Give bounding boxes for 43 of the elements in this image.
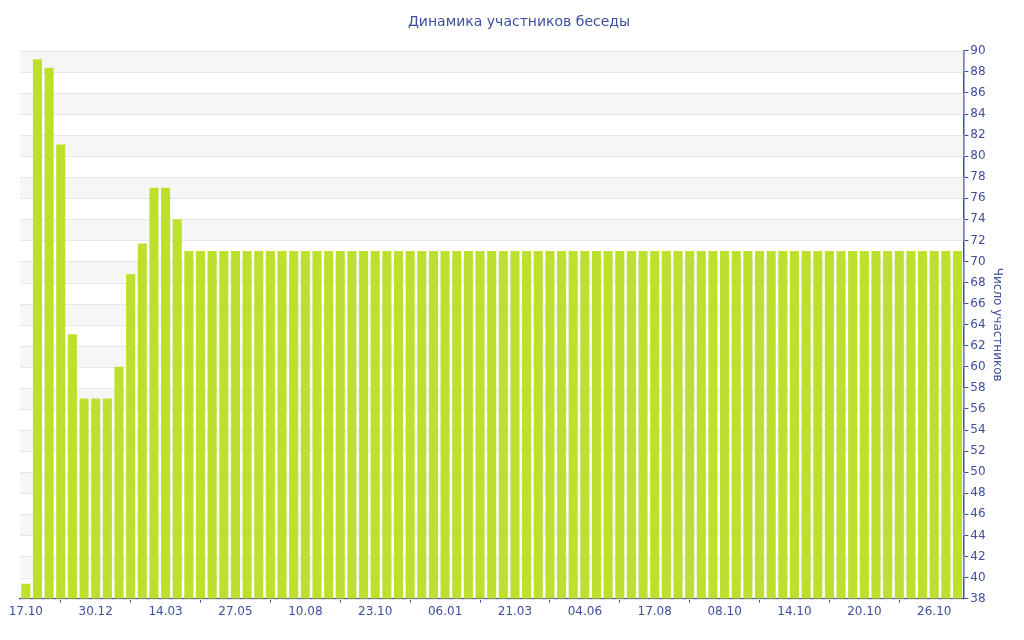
y-axis-title: Число участников <box>990 267 1005 382</box>
x-tick-label: 26.10 <box>917 603 952 618</box>
x-tick-label: 14.03 <box>148 603 183 618</box>
y-tick-label: 58 <box>970 380 986 395</box>
y-tick-label: 86 <box>970 85 986 100</box>
y-tick-label: 40 <box>970 569 986 584</box>
x-tick-label: 30.12 <box>78 603 113 618</box>
x-tick-label: 04.06 <box>567 603 603 618</box>
x-tick-label: 21.03 <box>497 603 533 618</box>
chart-title: Динамика участников беседы <box>407 13 631 30</box>
y-tick-label: 54 <box>970 422 986 437</box>
y-tick-label: 38 <box>970 590 986 605</box>
y-tick-label: 90 <box>970 42 986 57</box>
y-tick-label: 56 <box>970 401 986 416</box>
y-tick-label: 66 <box>970 295 986 310</box>
x-tick-label: 10.08 <box>288 603 323 618</box>
y-tick-label: 80 <box>970 148 986 163</box>
y-tick-label: 68 <box>970 274 986 289</box>
y-tick-label: 44 <box>970 527 986 542</box>
x-tick-label: 06.01 <box>427 603 463 618</box>
y-tick-label: 42 <box>970 548 986 563</box>
x-tick-label: 17.08 <box>637 603 672 618</box>
y-tick-label: 74 <box>970 211 986 226</box>
x-tick-label: 20.10 <box>847 603 882 618</box>
y-tick-label: 52 <box>970 443 986 458</box>
x-tick-label: 08.10 <box>707 603 742 618</box>
y-tick-label: 60 <box>970 358 986 373</box>
y-tick-label: 78 <box>970 169 986 184</box>
y-tick-label: 46 <box>970 506 986 521</box>
y-tick-label: 84 <box>970 106 986 121</box>
y-tick-label: 72 <box>970 232 986 247</box>
y-tick-label: 50 <box>970 464 986 479</box>
y-tick-label: 48 <box>970 485 986 500</box>
y-tick-label: 76 <box>970 190 986 205</box>
x-tick-label: 27.05 <box>218 603 253 618</box>
x-tick-label: 23.10 <box>358 603 393 618</box>
y-tick-label: 82 <box>970 127 986 142</box>
x-tick-label: 14.10 <box>777 603 812 618</box>
y-tick-label: 64 <box>970 316 986 331</box>
y-tick-label: 70 <box>970 253 986 268</box>
x-tick-label: 17.10 <box>8 603 43 618</box>
y-tick-label: 62 <box>970 337 986 352</box>
y-tick-label: 88 <box>970 63 986 78</box>
